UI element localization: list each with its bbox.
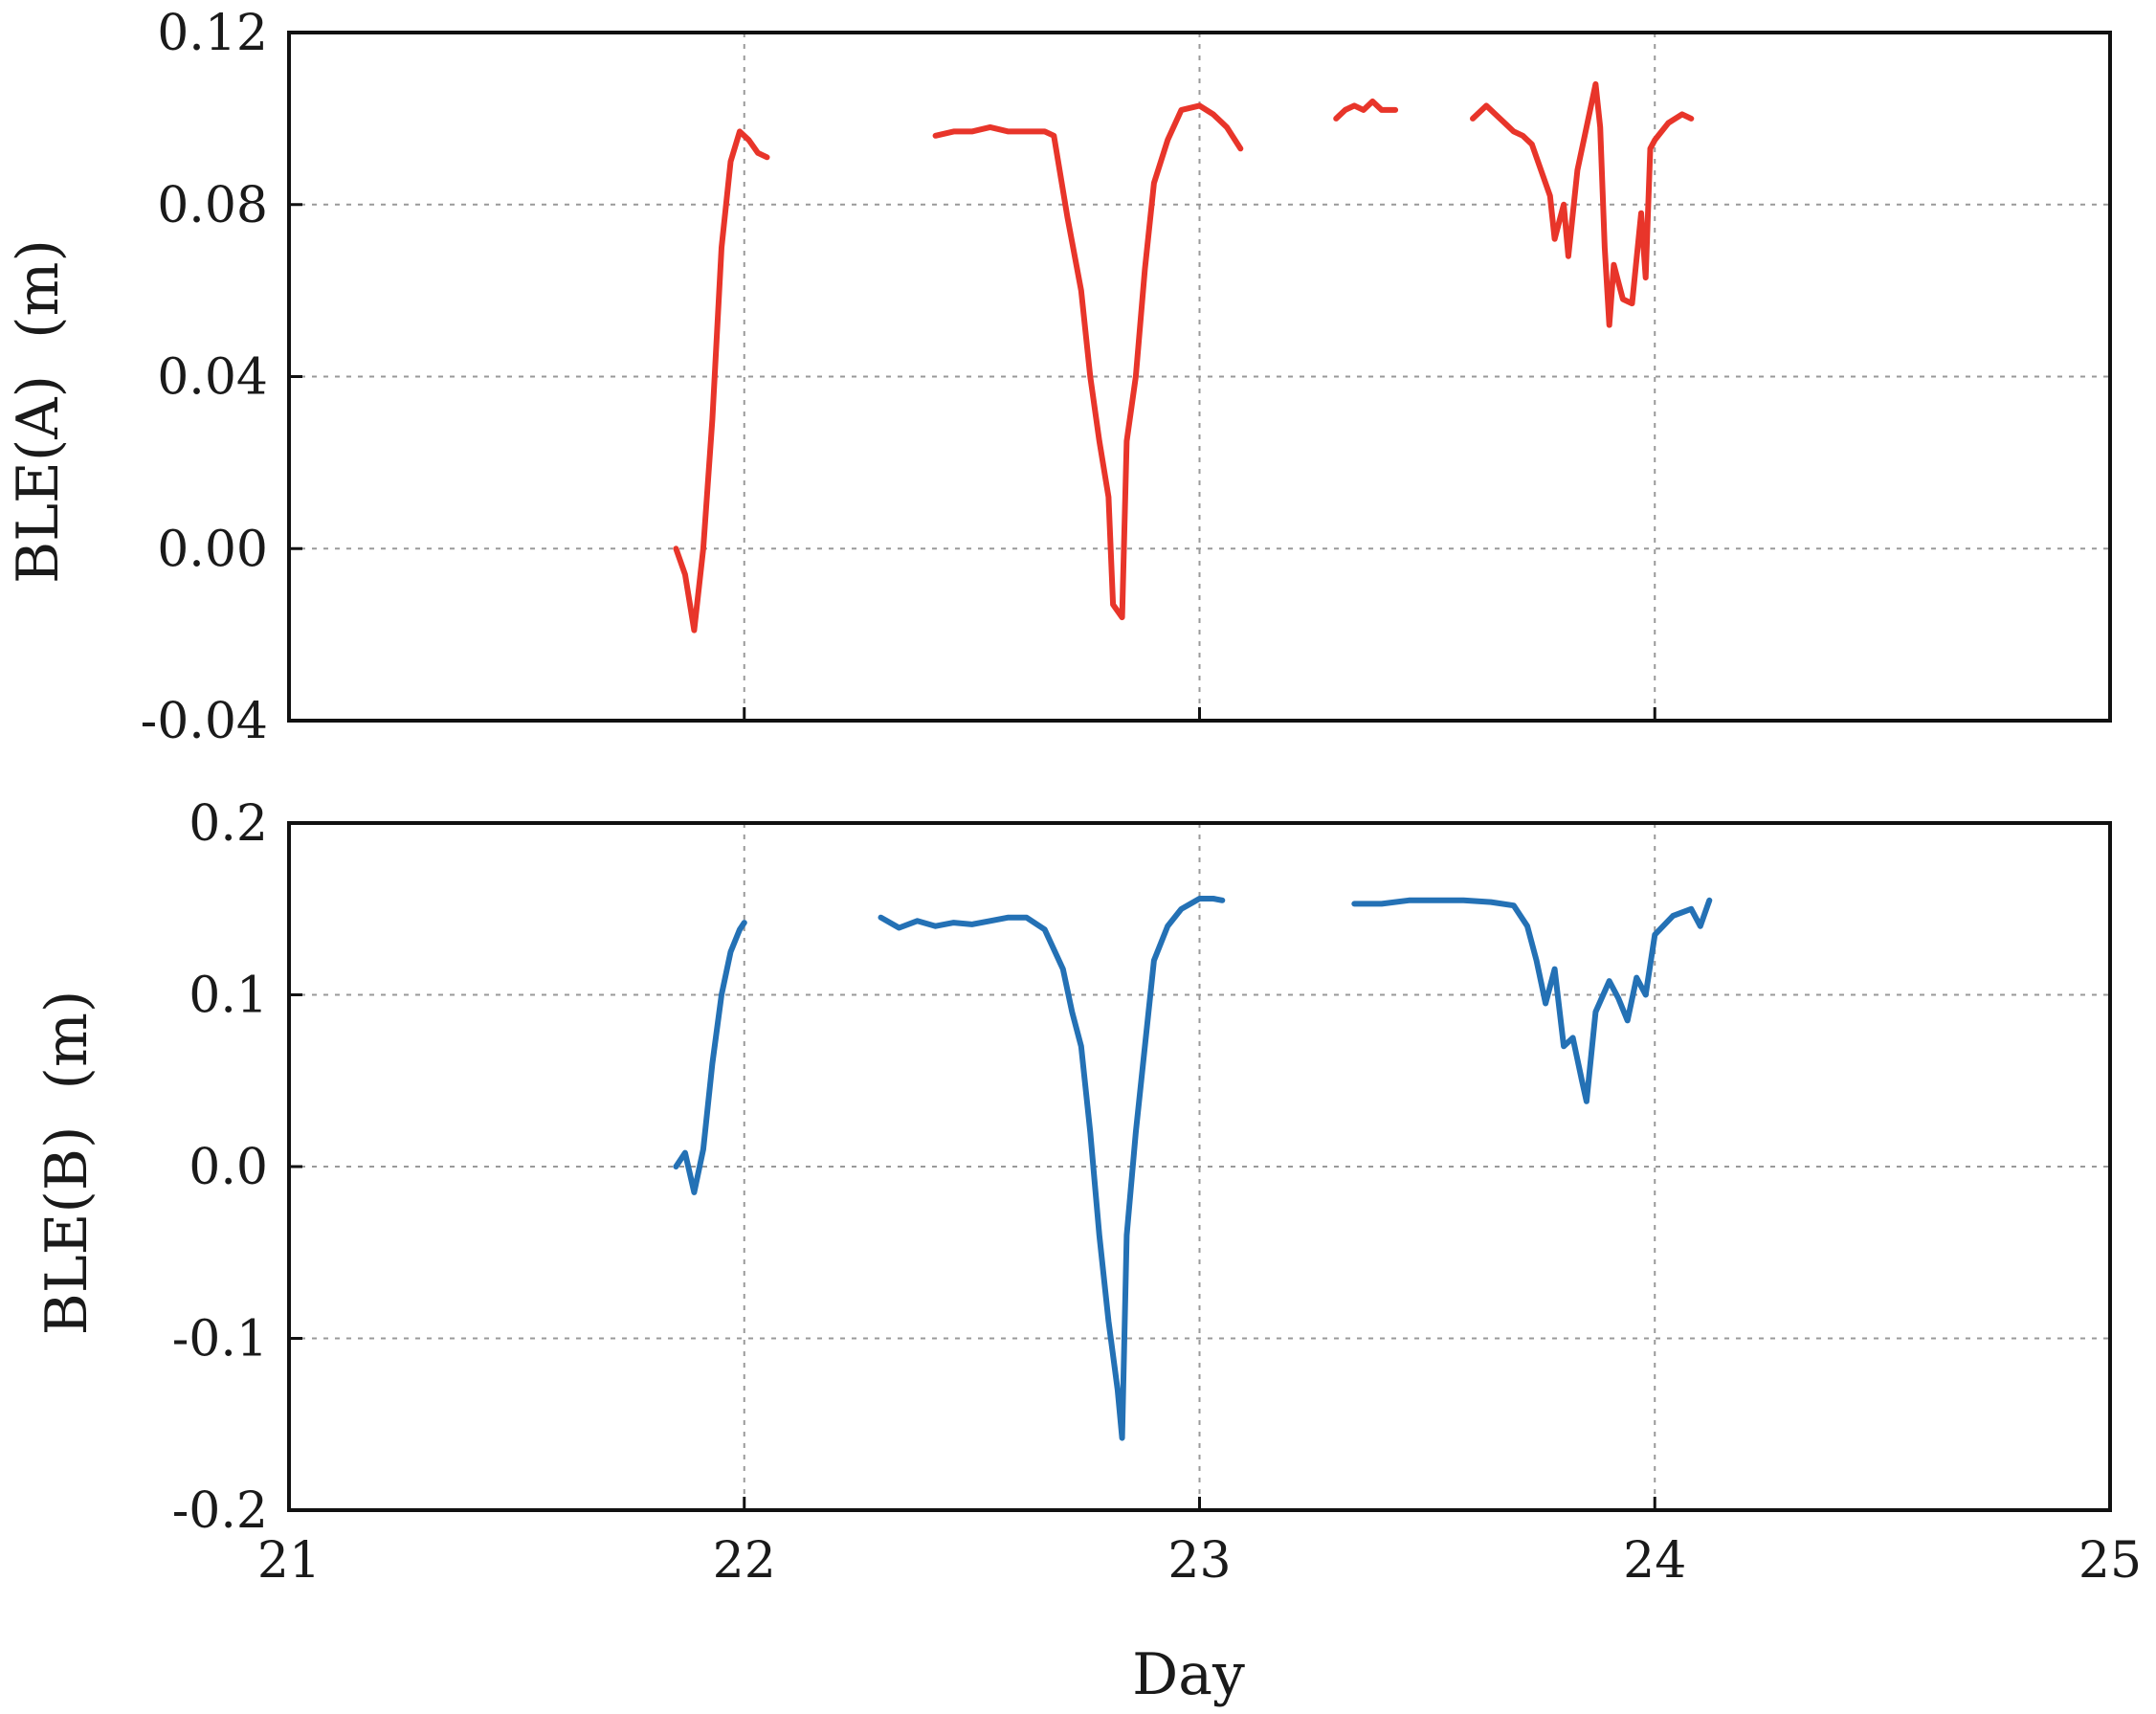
x-tick-label: 25 (2078, 1532, 2142, 1590)
y-tick-label: -0.2 (172, 1482, 268, 1540)
x-axis-label: Day (1132, 1641, 1245, 1708)
panel-bottom-ble-b: -0.2 -0.1 0.0 0.1 0.2 21 22 23 24 25 (172, 795, 2142, 1590)
y-tick-label: 0.0 (189, 1139, 268, 1196)
y-tick-label: -0.1 (172, 1311, 268, 1369)
x-tick-label: 23 (1167, 1532, 1231, 1590)
x-tick-label: 21 (257, 1532, 321, 1590)
x-tick-label: 22 (713, 1532, 776, 1590)
data-line-segment-3 (1333, 98, 1399, 122)
y-tick-label: 0.00 (157, 521, 268, 578)
y-tick-label: 0.04 (157, 349, 268, 407)
y-axis-label-bottom: BLE(B) (m) (33, 991, 100, 1336)
data-line-segment-4 (1470, 80, 1695, 328)
data-line-segment-1 (673, 920, 747, 1195)
x-tick-label: 24 (1623, 1532, 1686, 1590)
data-line-segment-2 (932, 102, 1244, 621)
y-tick-label: 0.1 (189, 968, 268, 1025)
data-line-segment-2 (878, 896, 1226, 1441)
y-tick-label: 0.2 (189, 795, 268, 853)
y-tick-label: 0.12 (157, 5, 268, 62)
y-tick-label: 0.08 (157, 177, 268, 234)
y-axis-label-top: BLE(A) (m) (5, 239, 72, 584)
panel-top-ble-a: -0.04 0.00 0.04 0.08 0.12 (141, 5, 2112, 750)
data-line-segment-1 (673, 128, 770, 634)
y-tick-label: -0.04 (141, 693, 268, 750)
data-line-segment-3 (1351, 897, 1713, 1104)
